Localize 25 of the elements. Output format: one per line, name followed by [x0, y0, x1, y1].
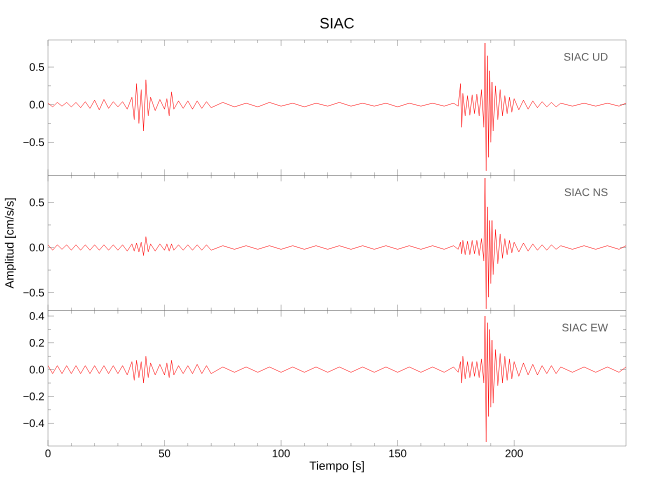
x-tick-label: 100 — [272, 450, 290, 458]
y-tick-label: 0.5 — [30, 63, 44, 71]
y-tick-label: 0.0 — [30, 244, 44, 252]
x-axis-title: Tiempo [s] — [310, 461, 364, 472]
annotation: SIAC UD — [564, 52, 608, 61]
line-series — [48, 316, 626, 442]
line-series — [48, 178, 626, 310]
y-tick-label: 0.2 — [30, 338, 44, 347]
annotation: SIAC NS — [564, 188, 608, 196]
y-tick-label: 0.0 — [30, 100, 44, 109]
x-tick-label: 50 — [158, 450, 170, 458]
annotation: SIAC EW — [562, 324, 608, 332]
x-tick-label: 0 — [45, 450, 51, 458]
y-tick-label: 0.5 — [30, 198, 44, 206]
y-tick-label: −0.5 — [23, 288, 44, 296]
x-tick-label: 150 — [389, 450, 406, 458]
y-tick-label: −0.2 — [23, 392, 44, 400]
y-axis-title: Amplitud [cm/s/s] — [4, 198, 16, 288]
y-tick-label: −0.4 — [23, 419, 44, 428]
x-tick-label: 200 — [506, 450, 523, 458]
y-tick-label: 0.0 — [30, 366, 44, 374]
line-series — [48, 42, 626, 172]
y-tick-label: −0.5 — [23, 138, 44, 146]
chart-title: SIAC — [320, 18, 354, 28]
y-tick-label: 0.4 — [30, 312, 44, 320]
